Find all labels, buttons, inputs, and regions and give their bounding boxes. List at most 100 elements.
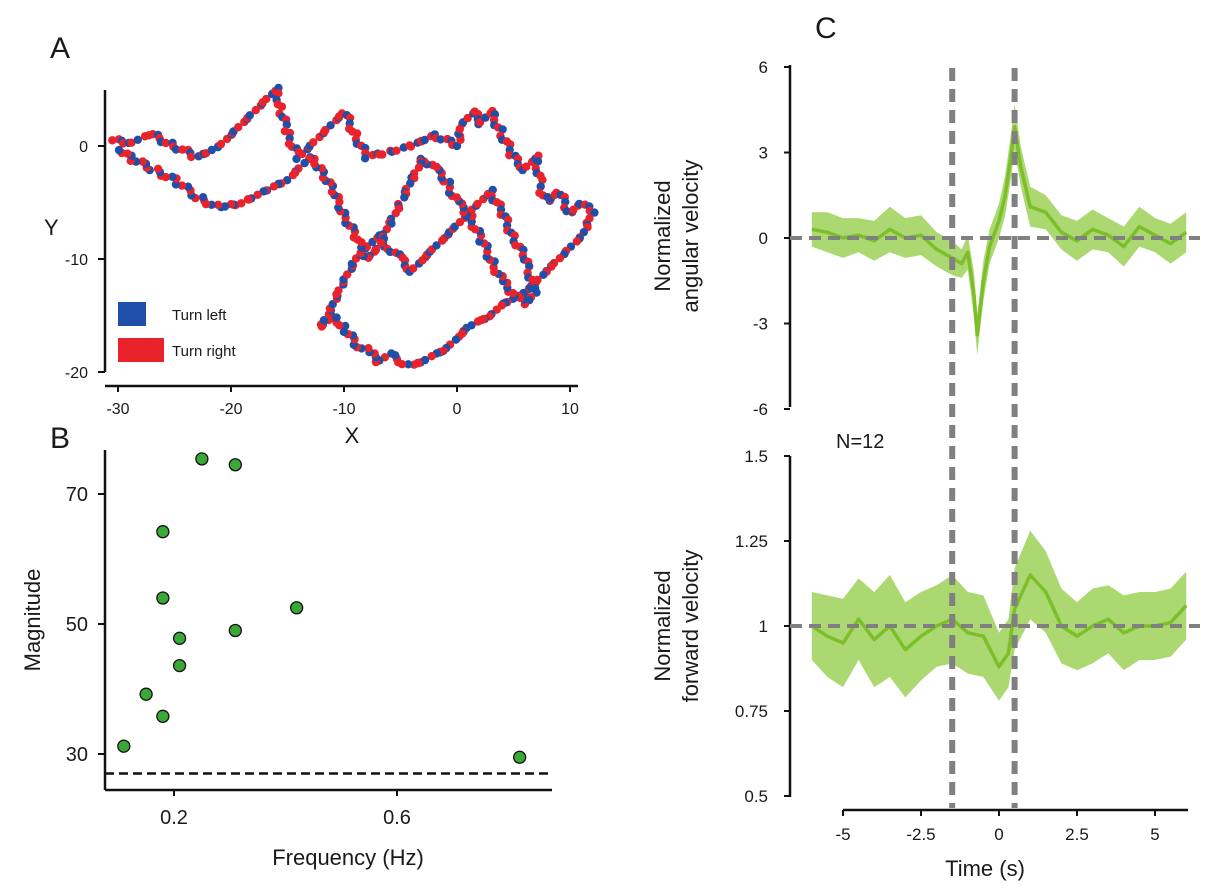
trajectory-dot xyxy=(153,164,163,173)
panel-c-ticks: -5 -2.5 0 2.5 5 6 3 0 -3 -6 1.5 1.25 1 0.75 0.5 xyxy=(735,58,1160,844)
panel-a-trajectory xyxy=(108,83,599,369)
trajectory-dot xyxy=(473,317,483,326)
trajectory-dot xyxy=(532,288,541,297)
panel-c-angular-velocity-trace xyxy=(811,104,1188,355)
legend-label-turn-right: Turn right xyxy=(172,343,236,360)
panel-c-top-y-tick-label: -6 xyxy=(753,400,768,419)
scatter-point xyxy=(156,591,170,605)
trajectory-dot xyxy=(525,262,534,271)
panel-c-top-y-tick-label: -3 xyxy=(753,315,768,334)
scatter-point xyxy=(172,631,187,645)
panel-c-x-label: Time (s) xyxy=(945,856,1025,881)
panel-c-n-annotation: N=12 xyxy=(836,431,884,453)
panel-c-top-y-tick-label: 0 xyxy=(759,229,768,248)
trajectory-dot xyxy=(277,102,287,111)
trajectory-dot xyxy=(216,139,226,149)
trajectory-dot xyxy=(269,182,279,191)
trajectory-dot xyxy=(376,238,386,248)
trajectory-dot xyxy=(274,89,283,98)
panel-a-y-tick-label: -20 xyxy=(65,365,88,382)
trajectory-dot xyxy=(187,152,196,162)
panel-c-reference-lines xyxy=(790,68,1200,808)
angular-velocity-mean-line xyxy=(811,125,1188,337)
trajectory-dot xyxy=(387,219,396,228)
trajectory-dot xyxy=(451,335,461,344)
panel-a-x-tick-label: -10 xyxy=(332,401,355,418)
trajectory-dot xyxy=(127,138,136,147)
panel-b-x-tick-label: 0.2 xyxy=(160,807,188,829)
trajectory-dot xyxy=(288,170,298,180)
panel-a-x-tick-label: -20 xyxy=(219,401,242,418)
trajectory-dot xyxy=(536,182,545,191)
panel-c-x-tick-label: 2.5 xyxy=(1065,825,1089,844)
trajectory-dot xyxy=(171,145,181,154)
trajectory-dot xyxy=(391,209,400,218)
trajectory-dot xyxy=(445,177,455,187)
panel-b-y-label: Magnitude xyxy=(20,569,45,672)
trajectory-dot xyxy=(463,113,472,123)
panel-c-bottom-y-tick-label: 0.75 xyxy=(735,702,768,721)
trajectory-dot xyxy=(297,149,307,159)
scatter-point xyxy=(289,601,304,615)
legend-swatch-turn-right xyxy=(118,338,164,362)
scatter-point xyxy=(117,739,131,753)
panel-c-top-y-tick-label: 6 xyxy=(759,58,768,77)
panel-b-points xyxy=(117,452,527,764)
panel-c-x-tick-label: 0 xyxy=(994,825,1003,844)
forward-velocity-mean-line xyxy=(810,573,1188,669)
panel-c-label: C xyxy=(815,12,837,45)
trajectory-dot xyxy=(319,316,329,325)
panel-b-x-tick-label: 0.6 xyxy=(383,807,411,829)
trajectory-dot xyxy=(406,142,416,151)
trajectory-dot xyxy=(262,94,271,104)
panel-c-x-tick-label: 5 xyxy=(1150,825,1159,844)
panel-a-label: A xyxy=(50,32,70,65)
trajectory-dot xyxy=(498,125,507,134)
trajectory-dot xyxy=(138,157,147,166)
panel-a-x-tick-label: -30 xyxy=(106,401,129,418)
panel-c-bottom-y-tick-label: 1.5 xyxy=(744,447,768,466)
trajectory-dot xyxy=(114,145,124,155)
scatter-point xyxy=(228,458,242,472)
trajectory-dot xyxy=(404,360,413,369)
trajectory-dot xyxy=(326,121,335,130)
scatter-point xyxy=(228,623,242,638)
panel-c-bottom-y-label-line1: Normalized xyxy=(650,570,675,681)
panel-a-legend: Turn left Turn right xyxy=(118,302,236,362)
trajectory-dot xyxy=(387,349,396,358)
panel-b-label: B xyxy=(50,422,70,455)
trajectory-dot xyxy=(198,193,208,202)
trajectory-dot xyxy=(168,172,177,181)
angular-velocity-error-band xyxy=(811,104,1187,355)
panel-b-y-tick-label: 30 xyxy=(66,744,88,766)
trajectory-dot xyxy=(292,154,301,164)
trajectory-dot xyxy=(473,199,482,209)
panel-c-top-y-label-line1: Normalized xyxy=(650,180,675,291)
panel-c-velocity-plots: -5 -2.5 0 2.5 5 6 3 0 -3 -6 1.5 1.25 1 0.75 0.5 N=12 N… xyxy=(650,58,1200,881)
trajectory-dot xyxy=(409,264,418,273)
panel-b-y-tick-label: 50 xyxy=(66,614,88,636)
trajectory-dot xyxy=(539,270,548,279)
trajectory-dot xyxy=(282,120,291,129)
trajectory-dot xyxy=(505,151,514,160)
trajectory-dot xyxy=(533,157,543,166)
trajectory-dot xyxy=(245,111,254,120)
panel-a-x-label: X xyxy=(345,423,360,448)
panel-a-x-tick-label: 0 xyxy=(453,401,462,418)
panel-a-x-tick-label: 10 xyxy=(561,401,579,418)
trajectory-dot xyxy=(392,146,401,155)
trajectory-dot xyxy=(378,150,387,159)
trajectory-dot xyxy=(108,136,117,145)
panel-b-ticks: 0.2 0.6 70 50 30 xyxy=(66,484,411,829)
panel-c-bottom-y-tick-label: 1 xyxy=(759,617,768,636)
panel-c-x-tick-label: -2.5 xyxy=(906,825,935,844)
scatter-point xyxy=(156,709,170,723)
scatter-point xyxy=(513,750,527,764)
trajectory-dot xyxy=(360,154,370,163)
panel-b-scatter-plot: 0.2 0.6 70 50 30 Magnitude Frequency (Hz) xyxy=(20,450,552,870)
trajectory-dot xyxy=(420,135,429,145)
panel-c-x-tick-label: -5 xyxy=(835,825,850,844)
panel-a-y-tick-label: -10 xyxy=(65,252,88,269)
trajectory-dot xyxy=(414,163,424,172)
